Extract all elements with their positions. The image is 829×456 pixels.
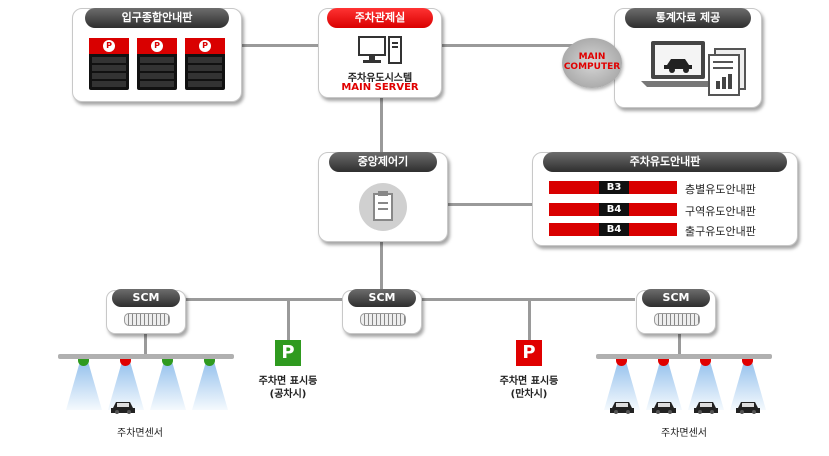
sensor-rail-right xyxy=(596,354,772,359)
sensor-lamp-red xyxy=(120,359,131,366)
central-controller-box: 중앙제어기 xyxy=(318,152,448,242)
guide-label-exit: 출구유도안내판 xyxy=(685,225,756,238)
car-icon xyxy=(694,402,718,414)
laptop-icon xyxy=(641,41,721,87)
server-computer-icon xyxy=(358,36,402,64)
guide-bar-exit: B4 xyxy=(549,223,677,236)
link-indicator-green xyxy=(287,300,290,340)
link-indicator-red xyxy=(528,300,531,340)
sensor-lamp-green xyxy=(78,359,89,366)
guide-bar-zone: B4 xyxy=(549,203,677,216)
main-computer-label: MAIN COMPUTER xyxy=(563,52,621,72)
sensor-beam xyxy=(192,360,228,410)
report-document-icon xyxy=(708,48,746,96)
guide-boards-title: 주차유도안내판 xyxy=(543,152,787,172)
sensor-lamp-red xyxy=(616,359,627,366)
car-icon xyxy=(652,402,676,414)
entrance-board-box: 입구종합안내판 P P P xyxy=(72,8,242,102)
sensor-lamp-red xyxy=(700,359,711,366)
scm-unit-right: SCM xyxy=(636,289,716,334)
scm-unit-left: SCM xyxy=(106,289,186,334)
guide-bar-floor-center: B3 xyxy=(599,181,629,194)
sensor-beam xyxy=(66,360,102,410)
sensor-lamp-green xyxy=(204,359,215,366)
car-icon xyxy=(111,402,135,414)
link-scm-right-sensors xyxy=(678,333,681,355)
central-controller-title: 중앙제어기 xyxy=(329,152,437,172)
link-scm-left-sensors xyxy=(144,333,147,355)
car-icon xyxy=(736,402,760,414)
main-computer-badge: MAIN COMPUTER xyxy=(562,38,622,88)
occupied-indicator-sublabel: (만차시) xyxy=(510,389,548,400)
guide-bar-floor: B3 xyxy=(549,181,677,194)
guide-label-zone: 구역유도안내판 xyxy=(685,205,756,218)
main-server-label: MAIN SERVER xyxy=(341,82,419,93)
link-central-guide xyxy=(446,203,532,206)
guide-boards-box: 주차유도안내판 B3 층별유도안내판 B4 구역유도안내판 B4 출구유도안내판 xyxy=(532,152,798,246)
sensor-beam xyxy=(150,360,186,410)
sensor-group-left-label: 주차면센서 xyxy=(117,428,163,439)
link-control-stats xyxy=(440,44,610,47)
sensor-lamp-red xyxy=(658,359,669,366)
car-icon xyxy=(610,402,634,414)
entrance-board-title: 입구종합안내판 xyxy=(85,8,229,28)
occupied-indicator-sign: P xyxy=(516,340,542,366)
sensor-rail-left xyxy=(58,354,234,359)
vacant-indicator-sublabel: (공차시) xyxy=(269,389,307,400)
occupied-indicator-label: 주차면 표시등 xyxy=(499,376,559,387)
sensor-lamp-red xyxy=(742,359,753,366)
guide-bar-exit-center: B4 xyxy=(599,223,629,236)
link-entrance-control xyxy=(240,44,318,47)
statistics-title: 통계자료 제공 xyxy=(625,8,751,28)
control-room-title: 주차관제실 xyxy=(327,8,433,28)
entrance-panel-2: P xyxy=(137,38,177,90)
sensor-lamp-green xyxy=(162,359,173,366)
guide-bar-zone-center: B4 xyxy=(599,203,629,216)
entrance-panel-1: P xyxy=(89,38,129,90)
link-central-bus xyxy=(380,240,383,290)
control-system-name: 주차유도시스템 xyxy=(347,73,413,84)
guide-label-floor: 층별유도안내판 xyxy=(685,183,756,196)
scm-center-label: SCM xyxy=(348,289,416,307)
statistics-box: 통계자료 제공 xyxy=(614,8,762,108)
scm-right-label: SCM xyxy=(642,289,710,307)
vacant-indicator-sign: P xyxy=(275,340,301,366)
scm-left-label: SCM xyxy=(112,289,180,307)
vacant-indicator-label: 주차면 표시등 xyxy=(258,376,318,387)
scm-unit-center: SCM xyxy=(342,289,422,334)
sensor-group-right-label: 주차면센서 xyxy=(661,428,707,439)
entrance-panel-3: P xyxy=(185,38,225,90)
controller-device-icon xyxy=(359,183,407,231)
link-control-central xyxy=(380,95,383,152)
control-room-box: 주차관제실 주차유도시스템 MAIN SERVER xyxy=(318,8,442,98)
